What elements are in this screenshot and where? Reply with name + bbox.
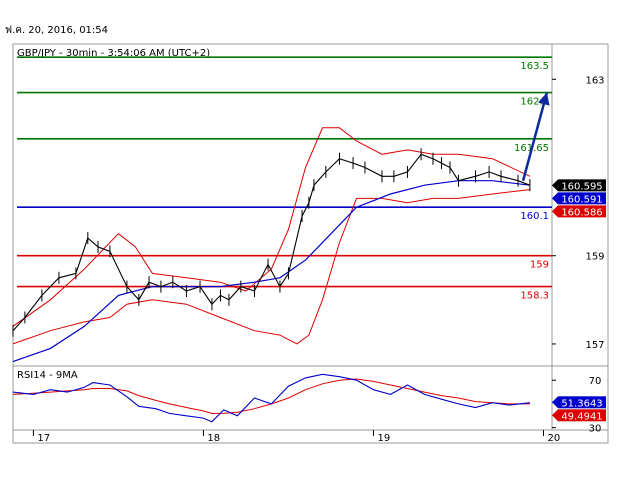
main-plot-frame [12, 43, 553, 367]
forecast-arrow-head [537, 92, 550, 106]
level-label: 159 [530, 260, 549, 271]
rsi-tag-label: 51.3643 [561, 398, 602, 409]
level-label: 162.7 [520, 97, 549, 108]
level-label: 160.1 [520, 211, 549, 222]
price-tag-label: 160.586 [561, 207, 602, 218]
price-tag-pointer [552, 179, 558, 192]
bollinger-upper-band [12, 127, 531, 327]
rsi-y-tick-label: 30 [589, 424, 602, 435]
bollinger-lower-band [12, 189, 530, 345]
price-tag-pointer [552, 192, 558, 205]
y-tick-label: 163 [585, 75, 604, 86]
rsi-line [12, 373, 530, 423]
y-tick-label: 157 [585, 340, 604, 351]
rsi-tag [558, 409, 606, 422]
price-tag [558, 192, 606, 205]
rsi-tag-pointer [552, 396, 558, 409]
price-tag-label: 160.595 [561, 181, 602, 192]
x-tick-label: 20 [547, 433, 560, 444]
price-tag-pointer [552, 205, 558, 218]
timestamp: ฟ.ค. 20, 2016, 01:54 [5, 25, 109, 36]
price-axis [551, 43, 609, 367]
rsi-plot-frame [12, 365, 553, 431]
price-tag-label: 160.591 [561, 194, 602, 205]
chart-title: GBP/JPY - 30min - 3:54:06 AM (UTC+2) [17, 48, 210, 59]
rsi-tag-label: 49.4941 [561, 411, 602, 422]
x-tick-label: 17 [37, 433, 50, 444]
rsi-y-tick-label: 70 [589, 376, 602, 387]
level-label: 163.5 [520, 61, 549, 72]
x-tick-label: 19 [377, 433, 390, 444]
y-tick-label: 159 [585, 252, 604, 263]
rsi-title: RSI14 - 9MA [17, 370, 78, 381]
rsi-tag-pointer [552, 409, 558, 422]
rsi-tag [558, 396, 606, 409]
rsi-ma-line [12, 378, 530, 414]
x-tick-label: 18 [207, 433, 220, 444]
price-tag [558, 205, 606, 218]
time-axis [12, 429, 609, 444]
price-tag [558, 179, 606, 192]
forecast-arrow [521, 92, 549, 182]
level-label: 158.3 [520, 291, 549, 302]
moving-average-line [12, 180, 530, 363]
